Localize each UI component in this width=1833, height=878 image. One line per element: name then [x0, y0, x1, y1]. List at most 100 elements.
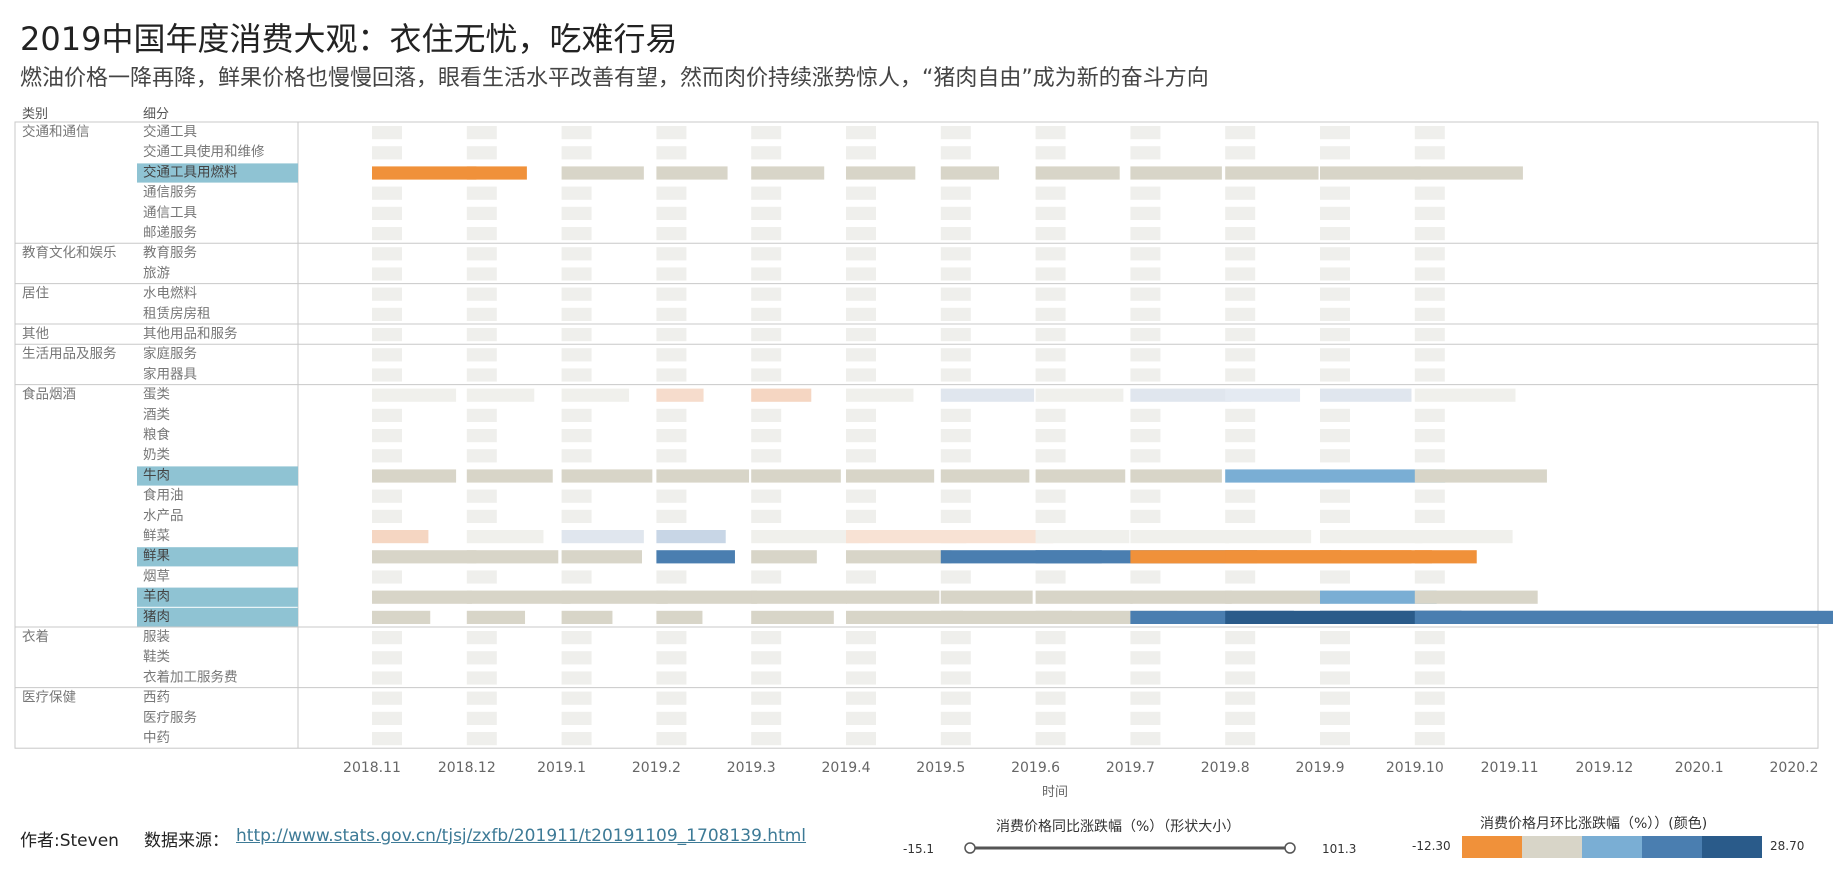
- category-label: 教育文化和娱乐: [22, 245, 117, 261]
- bar: [466, 247, 497, 261]
- bar: [372, 550, 477, 564]
- bar: [940, 206, 971, 220]
- bar: [372, 732, 402, 746]
- bar: [656, 489, 687, 503]
- subcategory-label: 交通工具使用和维修: [143, 143, 265, 160]
- bar: [1225, 509, 1256, 523]
- bar: [656, 530, 726, 544]
- bar: [1130, 227, 1161, 241]
- bar: [940, 530, 1054, 544]
- bar: [846, 590, 940, 604]
- bar: [1414, 146, 1445, 160]
- x-tick-label: 2019.12: [1575, 760, 1633, 776]
- bar: [1035, 530, 1130, 544]
- bar: [1130, 631, 1161, 645]
- bar: [1320, 186, 1350, 200]
- bar: [466, 651, 497, 665]
- subcategory-label: 水产品: [143, 508, 184, 524]
- bar: [846, 126, 876, 140]
- bar: [466, 388, 535, 402]
- bar: [940, 166, 1000, 180]
- bar: [1130, 388, 1232, 402]
- bar: [466, 732, 497, 746]
- bar: [846, 469, 935, 483]
- bar: [1414, 368, 1445, 382]
- bar: [751, 449, 782, 463]
- bar: [751, 166, 825, 180]
- subcategory-label: 租赁房房租: [143, 306, 211, 322]
- subcategory-highlight: [137, 466, 298, 486]
- x-tick-label: 2019.1: [537, 760, 586, 776]
- bar: [372, 671, 402, 685]
- bar: [751, 570, 782, 584]
- bar: [1414, 570, 1445, 584]
- source-link[interactable]: http://www.stats.gov.cn/tjsj/zxfb/201911…: [236, 826, 807, 846]
- x-tick-label: 2019.8: [1201, 760, 1250, 776]
- x-tick-label: 2019.9: [1296, 760, 1345, 776]
- bar: [1130, 206, 1161, 220]
- bar: [940, 691, 971, 705]
- bar: [466, 429, 497, 443]
- bar: [561, 287, 592, 301]
- bar: [561, 126, 592, 140]
- bar: [1320, 530, 1423, 544]
- bar: [1130, 348, 1161, 362]
- bar: [1130, 166, 1222, 180]
- bar: [656, 126, 687, 140]
- bar: [1225, 631, 1256, 645]
- bar: [561, 388, 630, 402]
- bar: [751, 408, 782, 422]
- bar: [1130, 489, 1161, 503]
- bar: [561, 146, 592, 160]
- subcategory-label: 其他用品和服务: [143, 326, 238, 342]
- bar: [372, 227, 402, 241]
- subcategory-highlight: [137, 163, 298, 183]
- subcategory-highlight: [137, 607, 298, 627]
- color-legend-bar: [1462, 836, 1762, 858]
- bar: [466, 287, 497, 301]
- bar: [656, 227, 687, 241]
- size-legend-slider[interactable]: [960, 838, 1300, 858]
- bar: [1414, 590, 1538, 604]
- x-tick-label: 2019.2: [632, 760, 681, 776]
- bar: [561, 489, 592, 503]
- category-label: 医疗保健: [22, 690, 76, 706]
- subcategory-label: 交通工具用燃料: [143, 163, 238, 180]
- bar: [1035, 368, 1066, 382]
- color-legend-swatch: [1462, 836, 1522, 858]
- bar: [1414, 671, 1445, 685]
- bar: [561, 590, 668, 604]
- bar: [1225, 671, 1256, 685]
- bar: [466, 570, 497, 584]
- subcategory-label: 教育服务: [143, 245, 197, 261]
- bar: [1130, 711, 1161, 725]
- bar: [1225, 590, 1330, 604]
- size-legend-min-handle[interactable]: [964, 842, 976, 854]
- bar: [1414, 530, 1513, 544]
- bar: [1320, 651, 1350, 665]
- bar: [466, 550, 559, 564]
- bar: [1225, 530, 1312, 544]
- bar: [561, 348, 592, 362]
- x-tick-label: 2019.7: [1106, 760, 1155, 776]
- bar: [751, 126, 782, 140]
- bar: [846, 348, 876, 362]
- bar: [751, 328, 782, 342]
- bar: [561, 711, 592, 725]
- category-label: 衣着: [22, 628, 49, 645]
- bar: [1035, 247, 1066, 261]
- bar: [561, 732, 592, 746]
- bar: [846, 550, 952, 564]
- bar: [1414, 267, 1445, 281]
- bar: [940, 590, 1033, 604]
- bar: [846, 711, 876, 725]
- bar: [940, 570, 971, 584]
- category-header: 类别: [22, 107, 49, 122]
- bar: [751, 388, 812, 402]
- bar: [1035, 711, 1066, 725]
- bar: [466, 610, 526, 624]
- size-legend-max-handle[interactable]: [1284, 842, 1296, 854]
- bar: [1130, 368, 1161, 382]
- bar: [1320, 449, 1350, 463]
- bar: [1130, 328, 1161, 342]
